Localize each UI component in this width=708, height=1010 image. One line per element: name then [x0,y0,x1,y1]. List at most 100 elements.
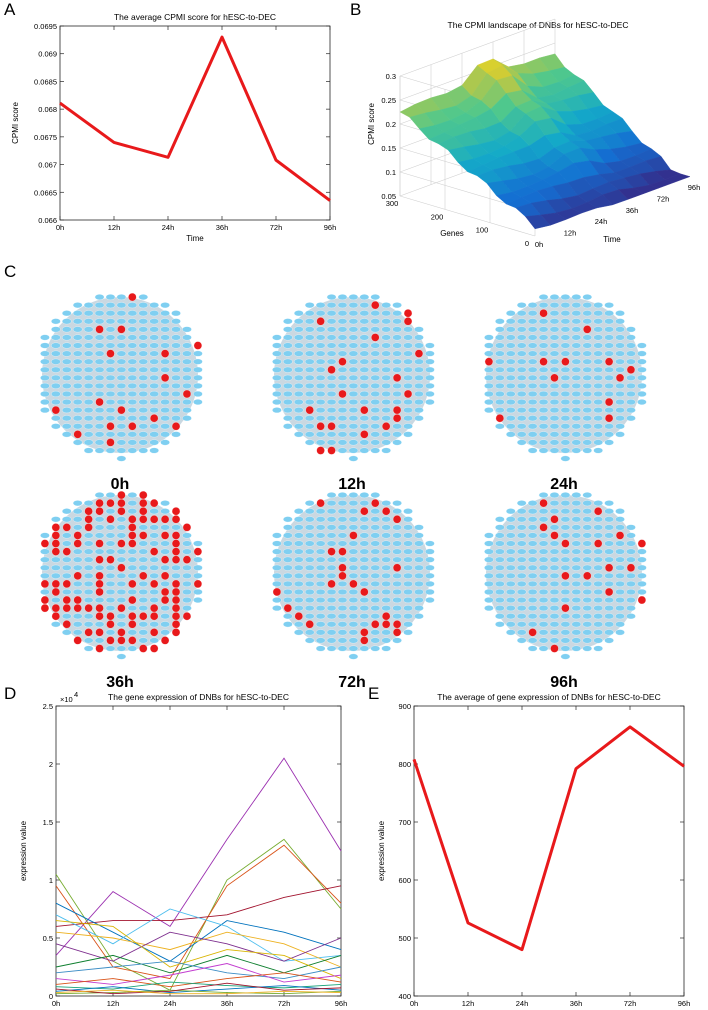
node [549,548,560,555]
node [127,589,138,595]
time-tick-label: 72h [657,194,670,203]
node [294,572,304,579]
node [94,548,105,555]
node [549,589,560,595]
node [593,431,603,438]
node [506,342,516,349]
node [527,318,538,325]
node [337,556,348,563]
node-dnb [95,539,104,548]
node [626,597,636,603]
node [72,391,83,397]
node [105,358,116,365]
node [171,382,181,389]
node-dnb [117,636,126,645]
node [315,439,326,446]
node [626,342,636,349]
node [593,532,603,539]
x-tick-label: 12h [107,999,120,1007]
node [359,621,370,628]
node [403,431,413,438]
node [193,374,203,381]
node-dnb [128,523,137,532]
node [495,556,505,563]
node [549,629,560,636]
node-dnb [40,603,50,613]
node [615,415,625,422]
node-dnb [117,405,126,415]
node [105,548,116,555]
node [484,399,494,405]
node [495,613,505,620]
node [370,431,380,438]
y-tick-label: 1 [49,876,53,885]
node-dnb [360,430,369,439]
node [315,637,326,644]
node [506,358,516,365]
node [62,382,72,389]
node [348,342,359,349]
node [381,366,391,373]
node [626,548,636,555]
node [171,407,181,414]
node [326,399,337,405]
node-dnb [316,422,325,431]
node-dnb [360,628,369,637]
node [403,366,413,373]
node [425,572,435,579]
node [304,415,315,422]
node [359,580,370,587]
node [403,334,413,341]
node [72,508,83,515]
node [527,391,538,397]
chart-e-average-expression: The average of gene expression of DNBs f… [377,692,690,1007]
node [94,597,105,603]
node [527,556,538,563]
node [381,358,391,365]
node [381,532,391,539]
node [560,645,571,652]
node [337,415,348,422]
node [560,621,571,628]
node [182,564,192,571]
node [337,597,348,603]
node [392,431,402,438]
node [149,556,159,563]
node [105,407,116,414]
x-tick-label: 0h [410,999,418,1007]
node [414,399,424,405]
node [593,350,603,357]
node [127,342,138,349]
node [527,516,538,523]
node [414,326,424,333]
node [560,415,571,422]
node [283,382,293,389]
node [571,500,582,507]
node [516,589,527,595]
node-dnb [327,422,336,431]
node [582,524,593,531]
node [484,366,494,373]
node [381,318,391,325]
node-dnb [160,595,170,605]
node-dnb [539,498,548,508]
node [571,556,582,563]
node [484,548,494,555]
node [272,407,282,414]
node [315,326,326,333]
node [83,589,94,595]
node [615,589,625,595]
node [392,350,402,357]
node [516,374,527,381]
node [495,358,505,365]
node [381,407,391,414]
node [495,524,505,531]
node [560,326,571,333]
node [414,382,424,389]
node [326,645,337,652]
node [348,564,359,571]
node [272,564,282,571]
node [337,516,348,523]
node [51,342,61,349]
node-dnb [62,547,71,556]
